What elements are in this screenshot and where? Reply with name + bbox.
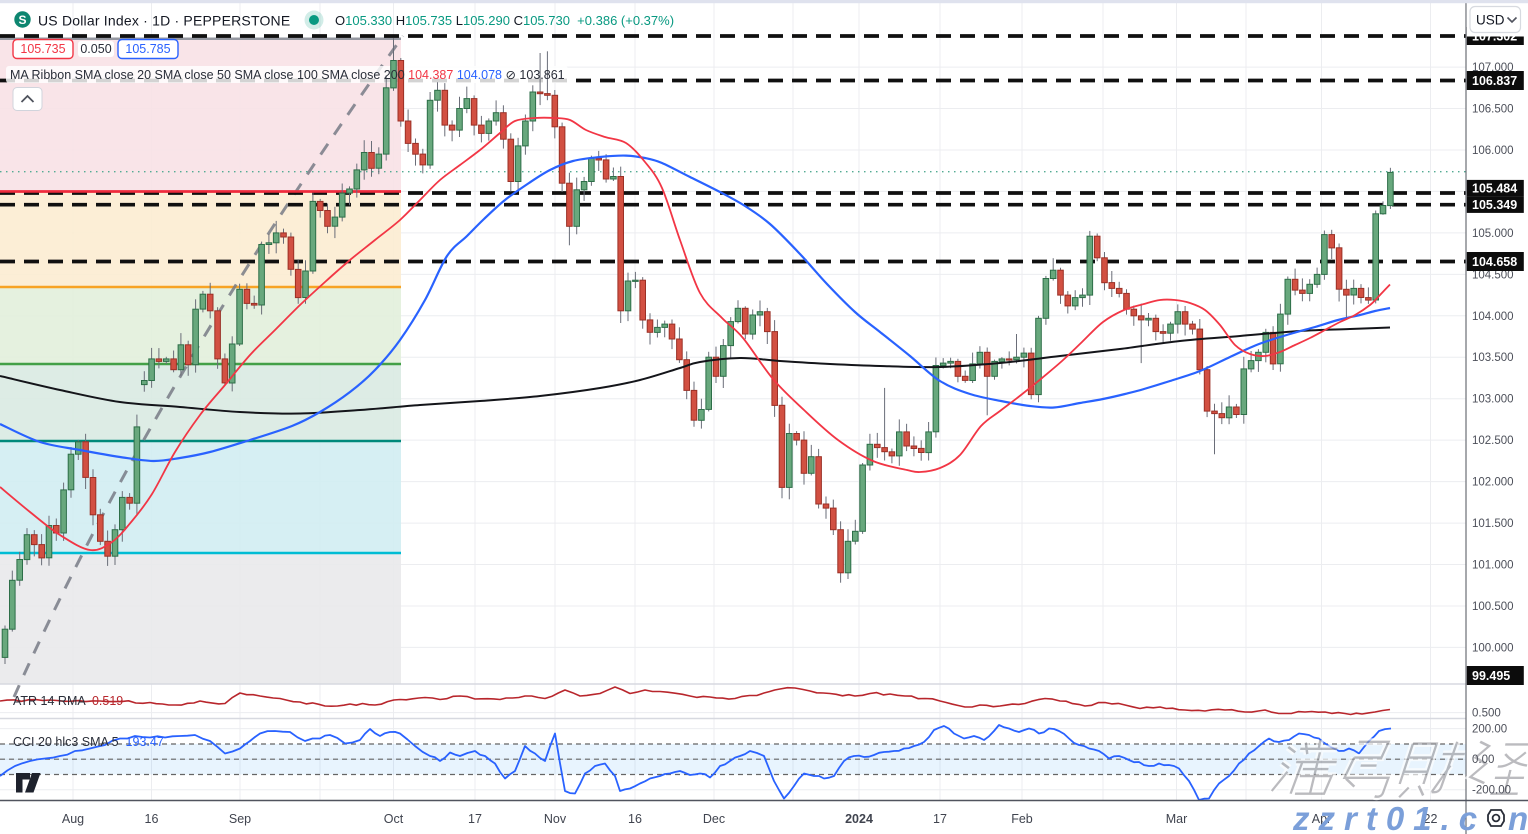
svg-text:zzrt01.c: zzrt01.c bbox=[1292, 800, 1486, 834]
svg-text:105.484: 105.484 bbox=[1472, 182, 1517, 196]
svg-text:Sep: Sep bbox=[229, 812, 251, 826]
svg-text:S: S bbox=[18, 13, 26, 27]
svg-text:105.785: 105.785 bbox=[125, 42, 170, 56]
svg-text:104.000: 104.000 bbox=[1472, 311, 1514, 323]
svg-text:USD: USD bbox=[1476, 13, 1505, 28]
svg-text:2024: 2024 bbox=[845, 812, 873, 826]
svg-text:106.837: 106.837 bbox=[1472, 74, 1517, 88]
svg-text:Dec: Dec bbox=[703, 812, 725, 826]
svg-text:Oct: Oct bbox=[384, 812, 404, 826]
svg-text:Aug: Aug bbox=[62, 812, 84, 826]
svg-text:O105.330 H105.735 L105.290 C10: O105.330 H105.735 L105.290 C105.730 +0.3… bbox=[335, 13, 674, 28]
svg-text:99.495: 99.495 bbox=[1472, 669, 1510, 683]
svg-text:101.000: 101.000 bbox=[1472, 560, 1514, 572]
svg-text:n: n bbox=[1508, 800, 1528, 834]
svg-text:103.500: 103.500 bbox=[1472, 352, 1514, 364]
svg-text:105.349: 105.349 bbox=[1472, 198, 1517, 212]
svg-text:16: 16 bbox=[628, 812, 642, 826]
svg-text:200.00: 200.00 bbox=[1472, 724, 1507, 736]
svg-text:106.000: 106.000 bbox=[1472, 145, 1514, 157]
svg-text:0.500: 0.500 bbox=[1472, 708, 1501, 720]
svg-text:Feb: Feb bbox=[1011, 812, 1033, 826]
svg-text:CCI 20 hlc3 SMA 5 193.47: CCI 20 hlc3 SMA 5 193.47 bbox=[13, 735, 164, 749]
svg-text:22: 22 bbox=[1424, 812, 1438, 826]
svg-text:103.000: 103.000 bbox=[1472, 394, 1514, 406]
svg-text:17: 17 bbox=[468, 812, 482, 826]
svg-text:-200.00: -200.00 bbox=[1472, 785, 1511, 797]
svg-text:102.000: 102.000 bbox=[1472, 477, 1514, 489]
svg-text:105.735: 105.735 bbox=[20, 42, 65, 56]
svg-text:106.500: 106.500 bbox=[1472, 104, 1514, 116]
svg-text:17: 17 bbox=[933, 812, 947, 826]
svg-text:MA Ribbon SMA close 20 SMA clo: MA Ribbon SMA close 20 SMA close 50 SMA … bbox=[10, 68, 565, 82]
svg-text:102.500: 102.500 bbox=[1472, 435, 1514, 447]
svg-text:104.658: 104.658 bbox=[1472, 255, 1517, 269]
svg-text:0.050: 0.050 bbox=[80, 42, 111, 56]
svg-text:Nov: Nov bbox=[544, 812, 567, 826]
svg-text:100.500: 100.500 bbox=[1472, 601, 1514, 613]
svg-text:105.000: 105.000 bbox=[1472, 228, 1514, 240]
svg-text:Mar: Mar bbox=[1166, 812, 1188, 826]
svg-text:ATR 14 RMA 0.519: ATR 14 RMA 0.519 bbox=[13, 694, 123, 708]
svg-text:100.000: 100.000 bbox=[1472, 642, 1514, 654]
svg-text:Apr: Apr bbox=[1312, 812, 1331, 826]
svg-text:0.00: 0.00 bbox=[1472, 754, 1494, 766]
svg-text:16: 16 bbox=[145, 812, 159, 826]
svg-text:104.500: 104.500 bbox=[1472, 269, 1514, 281]
svg-text:US Dollar Index · 1D · PEPPERS: US Dollar Index · 1D · PEPPERSTONE bbox=[38, 13, 290, 29]
svg-text:101.500: 101.500 bbox=[1472, 518, 1514, 530]
